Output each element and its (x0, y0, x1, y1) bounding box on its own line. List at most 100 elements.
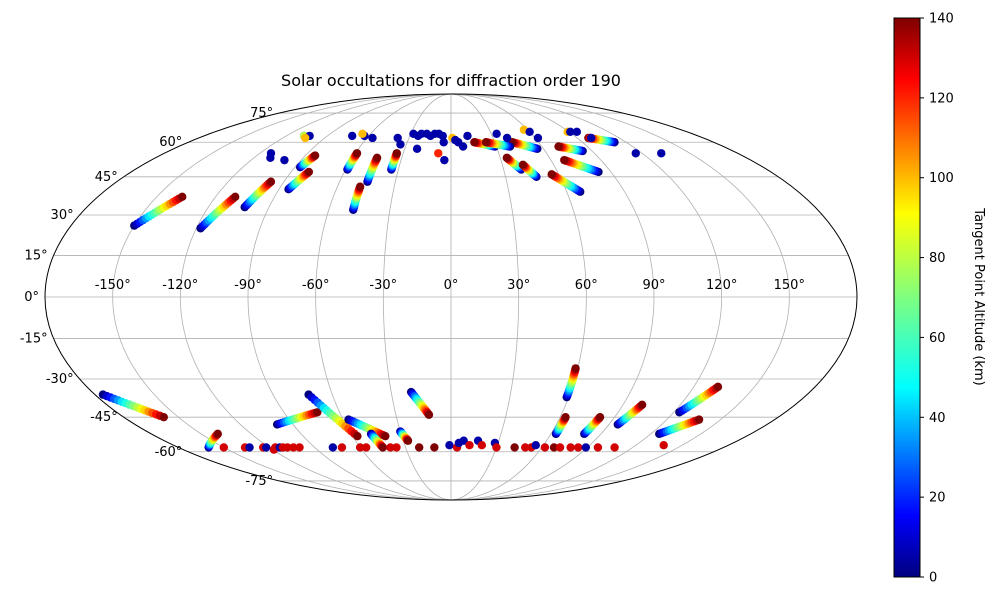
data-point (521, 443, 530, 452)
longitude-gridline (450, 94, 655, 500)
data-point (353, 431, 362, 441)
colorbar-tick-label: 120 (929, 91, 954, 106)
data-point (566, 127, 575, 136)
colorbar-tick-label: 80 (929, 251, 946, 266)
data-point (574, 443, 583, 452)
data-point (439, 138, 448, 147)
longitude-tick-label: -150° (95, 278, 131, 293)
longitude-gridline (315, 94, 452, 500)
data-point (502, 133, 512, 143)
longitude-tick-label: -30° (369, 278, 397, 293)
data-point (510, 443, 519, 452)
data-point (554, 142, 563, 151)
colorbar-tick-label: 0 (929, 571, 937, 586)
data-point (393, 133, 402, 143)
colorbar-tick-label: 100 (929, 171, 954, 186)
data-point (414, 443, 424, 452)
data-point (465, 441, 474, 450)
data-point (368, 133, 377, 143)
data-point (381, 431, 390, 441)
data-point (555, 443, 565, 452)
colorbar-tick-label: 20 (929, 491, 946, 506)
data-point (470, 138, 479, 147)
longitude-tick-label: 150° (774, 278, 805, 293)
data-point (372, 153, 382, 163)
data-point (280, 155, 289, 165)
latitude-tick-label: 15° (25, 248, 48, 263)
latitude-tick-label: 30° (51, 208, 74, 223)
data-point (459, 436, 468, 445)
data-point (477, 441, 487, 450)
data-point (378, 443, 388, 452)
data-point (430, 443, 439, 452)
data-point (572, 127, 582, 136)
data-point (571, 364, 580, 373)
data-point (610, 443, 619, 452)
data-point (337, 443, 347, 452)
data-point (657, 149, 666, 158)
data-point (637, 400, 647, 409)
data-point (438, 131, 447, 141)
data-point (213, 429, 222, 439)
data-point (492, 129, 501, 139)
data-point (313, 408, 322, 417)
longitude-tick-label: 30° (507, 278, 530, 293)
longitude-tick-label: 60° (575, 278, 598, 293)
data-point (581, 443, 591, 452)
longitude-gridline (112, 94, 452, 500)
colorbar-tick-label: 40 (929, 411, 946, 426)
data-point (310, 151, 320, 160)
data-point (531, 441, 540, 450)
data-point (518, 160, 528, 170)
data-point (231, 192, 240, 202)
data-point (361, 443, 371, 452)
longitude-gridline (247, 94, 452, 500)
globe-boundary (44, 93, 858, 501)
data-point (283, 443, 292, 452)
data-point (502, 153, 512, 163)
latitude-tick-labels: -75° -60° -45° -30° -15° 0° 15° 30° 45° 60° 75° (20, 106, 273, 489)
latitude-tick-label: -30° (46, 372, 74, 387)
data-point (561, 412, 570, 422)
latitude-tick-label: -60° (155, 445, 183, 460)
graticule (45, 94, 857, 500)
colorbar-label: Tangent Point Altitude (km) (971, 207, 986, 385)
data-point (631, 149, 640, 158)
data-point (540, 443, 550, 452)
latitude-tick-label: 60° (159, 135, 182, 150)
latitude-tick-label: -45° (90, 410, 118, 425)
data-point (593, 443, 603, 452)
latitude-tick-label: 0° (24, 290, 39, 305)
data-point (434, 149, 443, 158)
data-point (159, 412, 168, 422)
colorbar-gradient (893, 17, 921, 578)
longitude-tick-label: 90° (642, 278, 665, 293)
data-point (424, 410, 434, 419)
data-point (219, 443, 228, 452)
data-point (266, 153, 275, 163)
data-point (386, 443, 395, 452)
data-point (304, 167, 314, 177)
data-point (533, 133, 543, 143)
data-point (392, 443, 401, 452)
longitude-tick-label: -90° (234, 278, 262, 293)
data-point (445, 441, 454, 450)
longitude-gridline (450, 94, 587, 500)
colorbar-tick-label: 60 (929, 331, 946, 346)
longitude-gridline (382, 94, 452, 500)
data-point (525, 127, 534, 136)
data-point (355, 443, 365, 452)
data-point (713, 382, 723, 392)
data-point (587, 133, 596, 143)
data-point (440, 155, 449, 165)
data-point (560, 155, 569, 165)
data-points (98, 125, 723, 454)
longitude-gridline (450, 94, 723, 500)
colorbar-tick-label: 140 (929, 12, 954, 27)
data-point (245, 443, 254, 452)
longitude-gridline (450, 94, 790, 500)
latitude-tick-label: -15° (20, 332, 48, 347)
longitude-tick-labels: -150° -120° -90° -60° -30° 0° 30° 60° 90° 120° 150… (95, 278, 805, 293)
colorbar-ticks: 0 20 40 60 80 100 120 140 (920, 12, 954, 586)
